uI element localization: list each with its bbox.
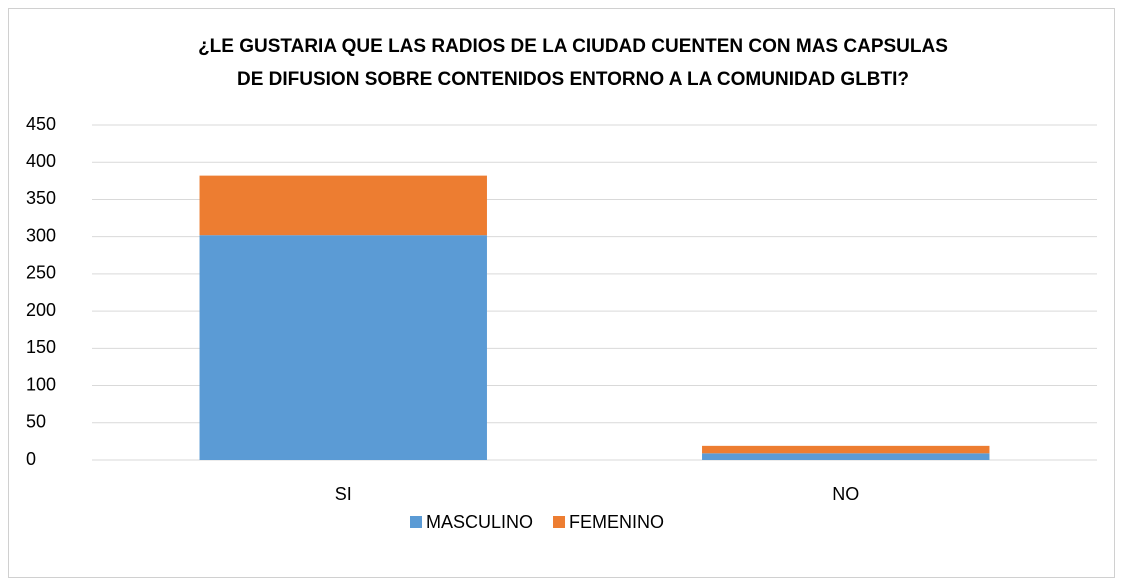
- legend-swatch: [410, 516, 422, 528]
- y-tick-label: 350: [26, 188, 56, 208]
- x-tick-label: SI: [335, 484, 352, 504]
- y-tick-label: 100: [26, 374, 56, 394]
- x-tick-label: NO: [832, 484, 859, 504]
- bar-segment: [199, 235, 487, 460]
- chart-title: ¿LE GUSTARIA QUE LAS RADIOS DE LA CIUDAD…: [198, 36, 948, 57]
- y-tick-label: 400: [26, 151, 56, 171]
- chart-title: DE DIFUSION SOBRE CONTENIDOS ENTORNO A L…: [237, 69, 909, 90]
- y-tick-label: 50: [26, 412, 46, 432]
- bar-segment: [702, 453, 990, 460]
- y-tick-label: 300: [26, 225, 56, 245]
- chart-frame: [8, 8, 1115, 578]
- legend-label: MASCULINO: [426, 512, 533, 532]
- y-tick-label: 150: [26, 337, 56, 357]
- y-tick-label: 200: [26, 300, 56, 320]
- bar-segment: [199, 175, 487, 236]
- y-tick-label: 450: [26, 114, 56, 134]
- bar-segment: [702, 445, 990, 454]
- y-tick-label: 0: [26, 449, 36, 469]
- legend-label: FEMENINO: [569, 512, 664, 532]
- y-tick-label: 250: [26, 263, 56, 283]
- legend-swatch: [553, 516, 566, 528]
